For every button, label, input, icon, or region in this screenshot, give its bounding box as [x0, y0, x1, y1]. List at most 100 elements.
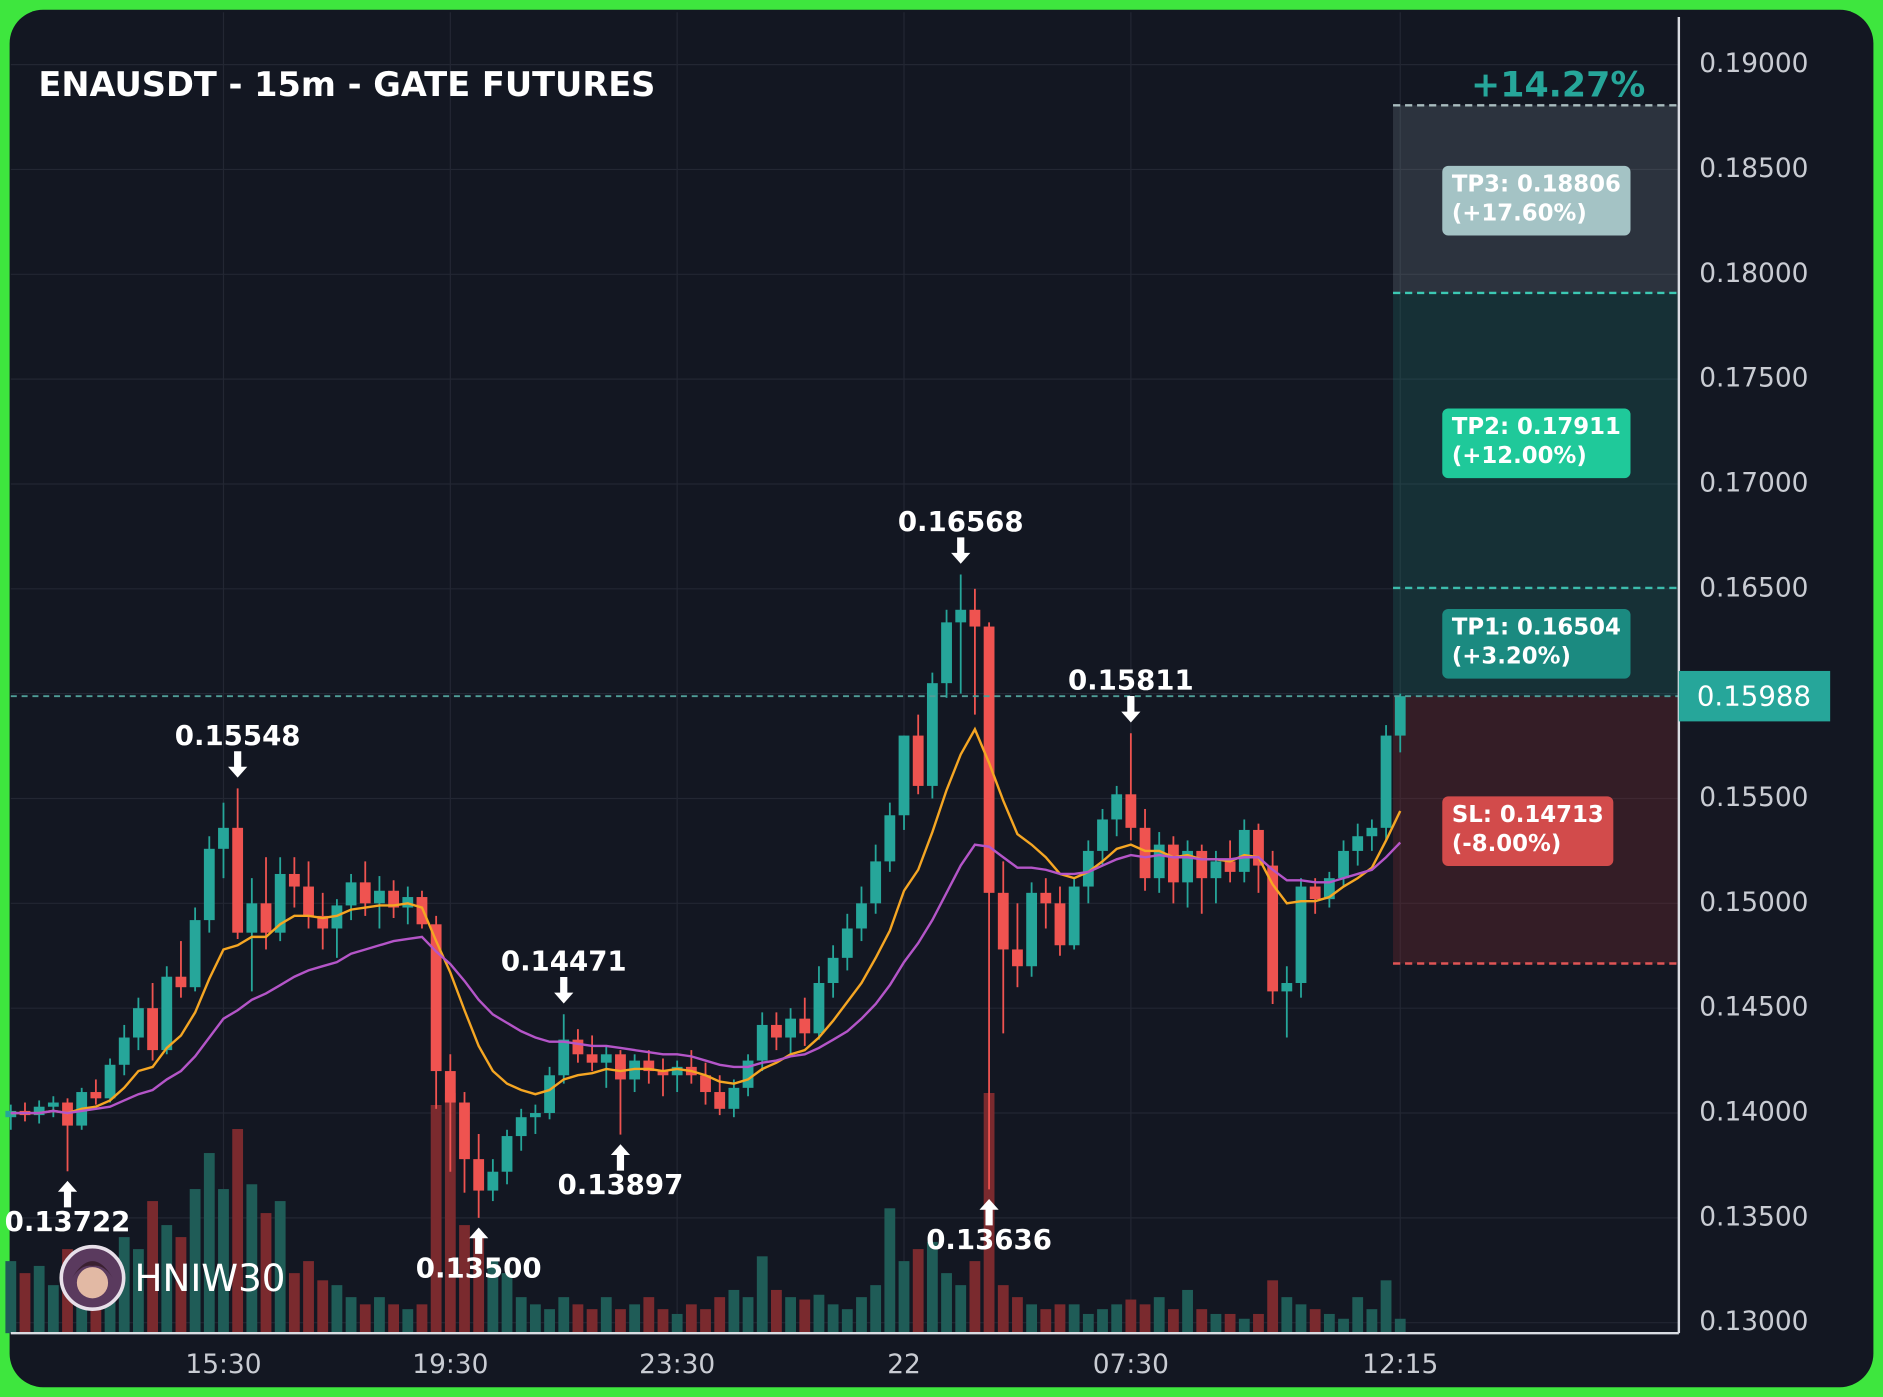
volume-bar	[799, 1299, 811, 1334]
volume-bar	[331, 1285, 343, 1334]
volume-bar	[756, 1256, 768, 1334]
candle-body	[1111, 794, 1123, 820]
volume-bar	[402, 1309, 414, 1334]
candle-body	[870, 861, 882, 904]
volume-bar	[1040, 1309, 1052, 1334]
x-tick-label: 22	[887, 1349, 921, 1380]
volume-bar	[1394, 1318, 1406, 1334]
volume-bar	[657, 1309, 669, 1334]
volume-bar	[898, 1261, 910, 1334]
volume-bar	[317, 1280, 329, 1334]
volume-bar	[1338, 1318, 1349, 1334]
candle-body	[1210, 861, 1222, 879]
candle-body	[714, 1092, 726, 1109]
volume-bar	[856, 1297, 867, 1334]
volume-bar	[19, 1273, 31, 1334]
avatar-hair	[72, 1261, 113, 1278]
volume-bar	[1012, 1297, 1023, 1334]
candle-body	[898, 735, 910, 816]
candle-body	[1253, 829, 1264, 866]
candle-body	[1182, 850, 1193, 883]
candle-body	[189, 920, 201, 988]
candle-body	[1295, 886, 1307, 984]
candle-body	[90, 1092, 102, 1099]
y-tick-label: 0.16500	[1699, 572, 1808, 603]
volume-bar	[1224, 1313, 1236, 1334]
level-label-box	[1442, 609, 1631, 679]
level-label: TP1: 0.16504	[1452, 615, 1621, 641]
volume-bar	[1281, 1297, 1293, 1334]
y-tick-label: 0.17000	[1699, 467, 1808, 498]
level-change: (+12.00%)	[1452, 443, 1587, 469]
candle-body	[288, 873, 300, 887]
y-tick-label: 0.13000	[1699, 1306, 1808, 1337]
candle-body	[926, 683, 938, 786]
volume-bar	[133, 1249, 144, 1334]
volume-bar	[444, 1092, 456, 1334]
volume-bar	[771, 1289, 782, 1334]
volume-bar	[955, 1285, 967, 1334]
volume-bar	[274, 1201, 286, 1334]
candle-body	[1338, 850, 1349, 879]
volume-bar	[218, 1189, 229, 1334]
candle-body	[558, 1039, 570, 1076]
candle-body	[1281, 983, 1293, 992]
annotation-arrow	[228, 751, 248, 778]
volume-bar	[629, 1304, 641, 1334]
level-change: (+17.60%)	[1452, 200, 1587, 226]
volume-bar	[841, 1309, 853, 1334]
volume-bar	[1238, 1318, 1250, 1334]
candle-body	[232, 827, 244, 933]
candle-body	[246, 903, 258, 933]
annotation-arrow	[951, 537, 971, 564]
candle-body	[657, 1071, 669, 1076]
volume-bar	[1267, 1280, 1279, 1334]
candle-body	[359, 882, 371, 904]
panel	[9, 9, 1874, 1388]
x-tick-label: 19:30	[412, 1349, 488, 1380]
candle-body	[799, 1018, 811, 1034]
x-tick-label: 15:30	[185, 1349, 261, 1380]
candle-body	[1196, 850, 1208, 879]
annotation-arrow	[610, 1144, 631, 1171]
level-label: SL: 0.14713	[1452, 802, 1604, 828]
volume-bar	[827, 1304, 839, 1334]
volume-bar	[870, 1285, 882, 1334]
candle-body	[487, 1171, 499, 1191]
volume-bar	[33, 1265, 45, 1334]
y-tick-label: 0.17500	[1699, 363, 1808, 394]
level-label-box	[1442, 796, 1614, 867]
volume-bar	[189, 1189, 201, 1334]
volume-bar	[203, 1153, 215, 1334]
volume-bar	[161, 1225, 173, 1334]
annotation-label: 0.14471	[501, 945, 627, 978]
volume-bar	[1139, 1304, 1151, 1334]
volume-bar	[785, 1297, 796, 1334]
volume-bar	[529, 1304, 541, 1334]
candle-body	[983, 626, 995, 893]
annotation-label: 0.13500	[416, 1251, 542, 1284]
volume-bar	[1323, 1313, 1335, 1334]
y-tick-label: 0.18000	[1699, 258, 1808, 289]
candle-body	[1125, 794, 1137, 828]
level-label-box	[1442, 408, 1631, 479]
volume-bar	[1097, 1309, 1108, 1334]
candle-body	[303, 886, 314, 916]
volume-bar	[487, 1261, 499, 1334]
candle-body	[175, 976, 187, 988]
volume-bar	[558, 1297, 570, 1334]
candle-body	[1394, 696, 1406, 736]
volume-bar	[912, 1249, 924, 1334]
candle-body	[941, 622, 952, 684]
volume-bar	[1125, 1299, 1137, 1334]
annotation-label: 0.15811	[1068, 664, 1194, 697]
candle-body	[884, 815, 896, 862]
candle-body	[459, 1102, 470, 1160]
candle-body	[430, 924, 442, 1072]
volume-bar	[430, 1105, 442, 1334]
avatar-face	[76, 1267, 109, 1299]
annotation-label: 0.16568	[898, 505, 1024, 538]
candle-body	[218, 827, 229, 849]
volume-bar	[1054, 1304, 1066, 1334]
